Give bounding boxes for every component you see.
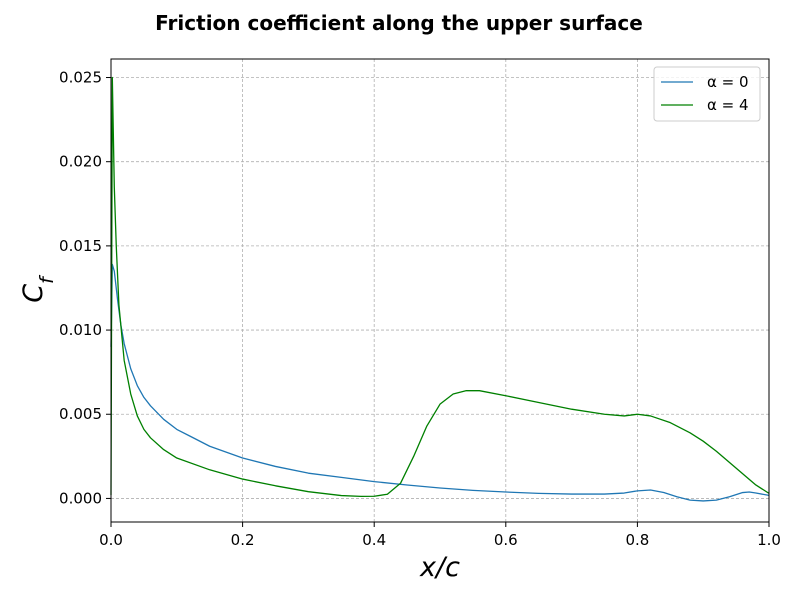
x-tick-label: 0.0 <box>99 531 123 549</box>
x-tick-label: 1.0 <box>757 531 781 549</box>
y-tick-label: 0.000 <box>59 489 102 507</box>
y-tick-label: 0.005 <box>59 405 102 423</box>
legend-label: α = 4 <box>707 96 749 114</box>
series-line-alpha-4 <box>110 76 770 498</box>
x-tick-label: 0.6 <box>494 531 518 549</box>
y-axis-label: Cf <box>18 274 58 303</box>
series-line-alpha-0 <box>110 263 770 502</box>
y-tick-label: 0.010 <box>59 321 102 339</box>
legend: α = 0 α = 4 <box>653 66 761 122</box>
x-tick-label: 0.2 <box>231 531 255 549</box>
chart-title: Friction coefficient along the upper sur… <box>155 11 643 35</box>
legend-box <box>653 66 761 122</box>
legend-label: α = 0 <box>707 73 749 91</box>
y-tick-label: 0.020 <box>59 153 102 171</box>
series-layer <box>110 76 770 502</box>
x-tick-label: 0.8 <box>625 531 649 549</box>
plot-frame <box>110 58 770 523</box>
x-tick-label: 0.4 <box>362 531 386 549</box>
y-tick-label: 0.015 <box>59 237 102 255</box>
x-axis-label: x/c <box>419 552 460 583</box>
axis-ticks: 0.0 0.2 0.4 0.6 0.8 1.0 0.000 0.005 0.010 0.015 0.… <box>59 69 781 549</box>
grid-lines <box>110 59 770 522</box>
y-tick-label: 0.025 <box>59 69 102 87</box>
